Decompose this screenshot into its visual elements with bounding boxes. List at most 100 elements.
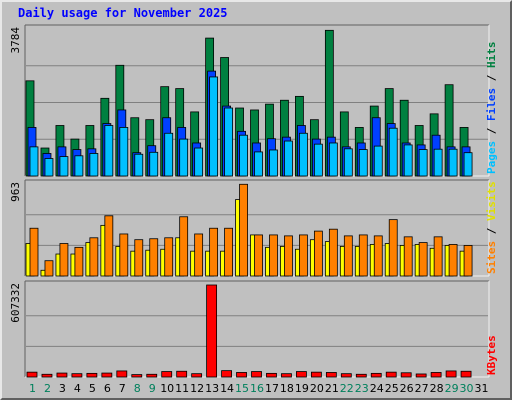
x-tick-label: 6 <box>104 382 111 395</box>
pages-bar <box>209 76 219 177</box>
legend-entry-files: Files <box>485 88 498 121</box>
pages-bar <box>269 149 278 177</box>
kbytes-bar <box>310 371 322 378</box>
sites-bar <box>433 236 443 277</box>
x-tick-label: 27 <box>415 382 429 395</box>
kbytes-bar <box>221 370 232 378</box>
sites-bar <box>358 234 368 277</box>
sites-bar <box>29 227 39 277</box>
legend-entry-pages: Pages <box>485 141 498 174</box>
sites-bar <box>284 235 293 277</box>
pages-bar <box>373 145 383 177</box>
kbytes-bar <box>56 372 68 378</box>
pages-bar <box>119 127 129 177</box>
kbytes-bar <box>281 373 292 378</box>
x-tick-label: 2 <box>44 382 51 395</box>
kbytes-bar <box>176 370 188 378</box>
pages-bar <box>149 151 159 177</box>
kbytes-bar <box>266 372 277 378</box>
x-tick-label: 9 <box>149 382 156 395</box>
panel-3-background <box>25 281 489 377</box>
pages-bar <box>104 125 114 177</box>
legend-separator: / <box>485 121 498 141</box>
x-tick-label: 18 <box>280 382 294 395</box>
x-tick-label: 13 <box>205 382 219 395</box>
legend-separator: / <box>485 68 498 88</box>
sites-bar <box>403 236 413 277</box>
x-tick-label: 31 <box>475 382 489 395</box>
pages-bar <box>284 140 293 177</box>
pages-bar <box>89 153 99 177</box>
kbytes-bar <box>101 372 113 378</box>
pages-bar <box>44 158 54 177</box>
x-tick-label: 5 <box>89 382 96 395</box>
kbytes-bar <box>370 372 382 378</box>
x-tick-label: 15 <box>235 382 249 395</box>
legend-entry-visits: Visits <box>485 181 498 221</box>
pages-bar <box>343 148 353 177</box>
x-tick-label: 19 <box>295 382 309 395</box>
pages-bar <box>194 147 204 177</box>
pages-bar <box>463 152 473 177</box>
pages-bar <box>418 149 428 177</box>
kbytes-bar <box>460 370 472 378</box>
legend-kbytes: KBytes <box>485 335 498 375</box>
x-tick-label: 26 <box>400 382 414 395</box>
legend-entry-kbytes: KBytes <box>485 335 498 375</box>
legend-entry-sites: Sites <box>485 241 498 274</box>
x-tick-label: 14 <box>220 382 234 395</box>
kbytes-bar <box>296 371 307 378</box>
sites-bar <box>194 233 204 277</box>
x-tick-label: 23 <box>355 382 369 395</box>
x-tick-label: 20 <box>310 382 324 395</box>
sites-bar <box>254 234 263 277</box>
sites-bar <box>313 230 323 277</box>
x-tick-label: 30 <box>460 382 474 395</box>
x-tick-label: 8 <box>134 382 141 395</box>
sites-bar <box>224 227 233 277</box>
sites-bar <box>164 237 174 277</box>
y-max-label-hits: 3784 <box>9 27 22 54</box>
pages-bar <box>299 132 308 177</box>
x-tick-label: 16 <box>250 382 264 395</box>
pages-bar <box>134 153 144 177</box>
kbytes-bar <box>26 371 38 378</box>
sites-bar <box>463 245 473 277</box>
legend-separator: / <box>485 221 498 241</box>
pages-bar <box>239 134 248 177</box>
sites-bar <box>448 244 458 277</box>
kbytes-bar <box>445 370 457 378</box>
sites-bar <box>134 239 144 277</box>
pages-bar <box>254 151 263 177</box>
sites-bar <box>179 216 189 277</box>
sites-bar <box>44 260 54 277</box>
sites-bar <box>209 227 219 277</box>
pages-bar <box>164 132 174 177</box>
kbytes-bar <box>251 371 262 378</box>
kbytes-bar <box>355 373 367 378</box>
pages-bar <box>179 138 189 177</box>
x-tick-label: 29 <box>445 382 459 395</box>
x-tick-label: 24 <box>370 382 384 395</box>
x-tick-label: 28 <box>430 382 444 395</box>
pages-bar <box>433 148 443 177</box>
x-tick-label: 11 <box>175 382 189 395</box>
x-tick-label: 7 <box>119 382 126 395</box>
kbytes-bar <box>131 374 143 378</box>
chart-title: Daily usage for November 2025 <box>18 6 228 20</box>
legend-entry-hits: Hits <box>485 42 498 69</box>
sites-bar <box>89 237 99 277</box>
pages-bar <box>313 143 323 177</box>
kbytes-bar <box>400 372 412 378</box>
x-tick-label: 21 <box>325 382 339 395</box>
legend-sites-visits: Sites / Visits <box>485 181 498 274</box>
kbytes-bar <box>191 373 203 378</box>
sites-bar <box>343 235 353 277</box>
x-tick-label: 3 <box>59 382 66 395</box>
sites-bar <box>418 242 428 277</box>
sites-bar <box>373 235 383 277</box>
x-tick-label: 1 <box>29 382 36 395</box>
kbytes-bar <box>71 373 83 378</box>
pages-bar <box>328 142 338 177</box>
